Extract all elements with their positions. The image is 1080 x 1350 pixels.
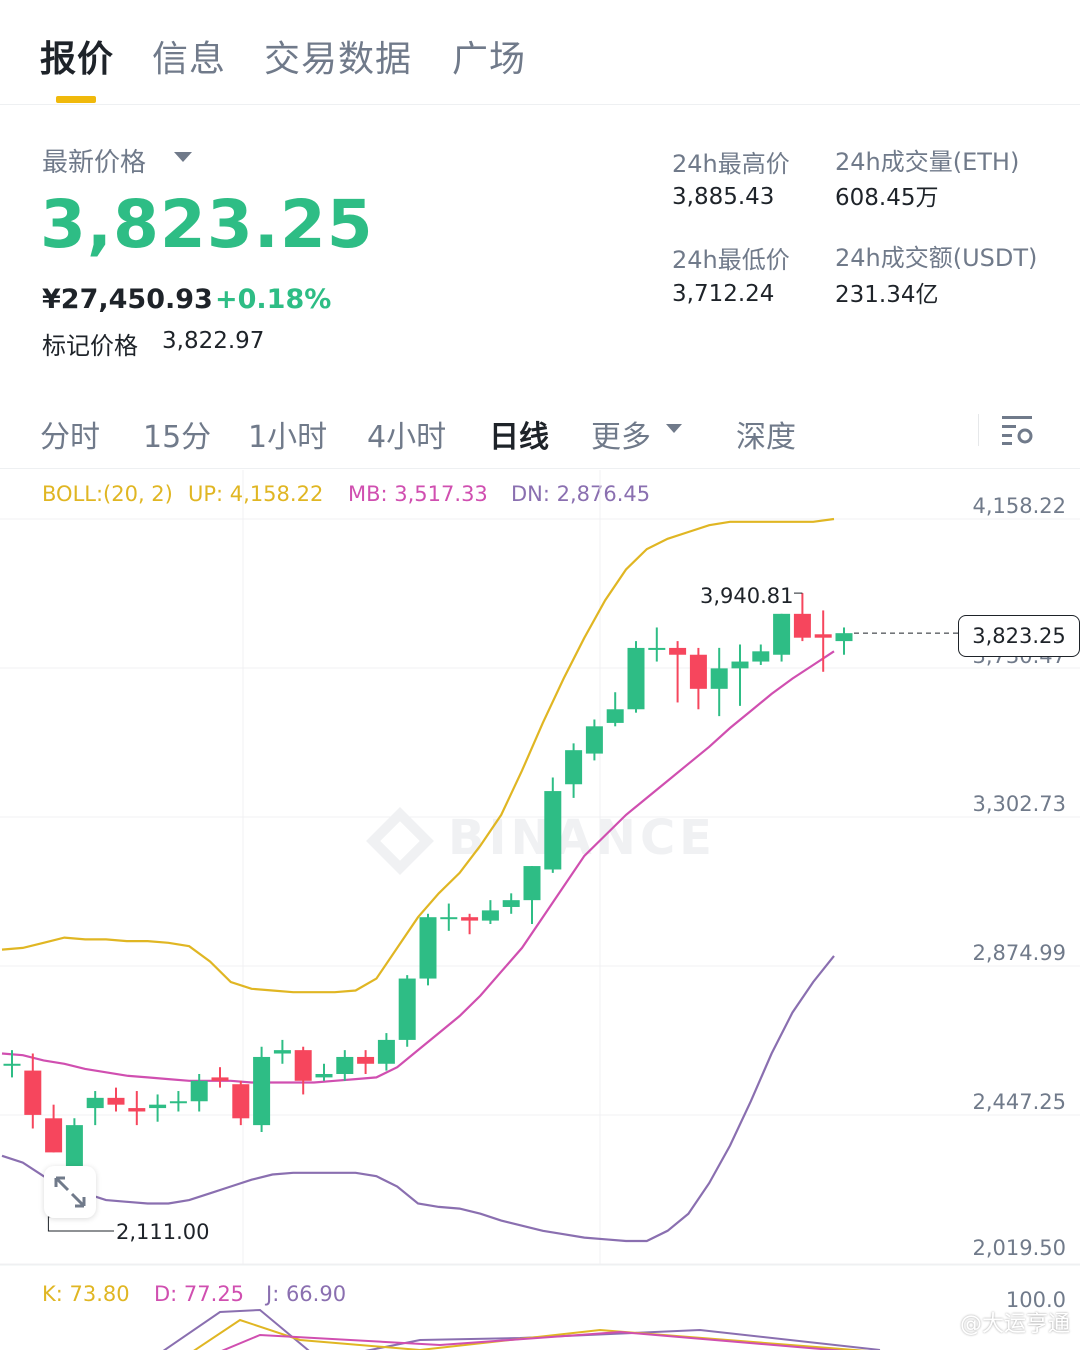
candle-body [814,634,832,638]
candle-body [440,917,458,920]
candle-body [357,1056,375,1064]
candle-body [149,1104,167,1109]
candle-body [752,651,770,662]
divider [978,414,979,446]
turnover-24h-label: 24h成交额(USDT) [835,244,1038,272]
price-axis-label: 2,447.25 [972,1090,1066,1114]
candle-body [232,1084,250,1119]
timeframe-line[interactable]: 分时 [40,420,100,455]
candle-body [710,668,728,689]
binance-watermark: BINANCE [366,807,716,875]
kdj-j-value: J: 66.90 [266,1282,347,1306]
tab-info[interactable]: 信息 [152,39,227,80]
boll-lower-line [1,955,835,1243]
kdj-j-line [162,1308,881,1350]
candle-body [669,647,687,655]
candle-body [377,1039,395,1064]
turnover-24h-value: 231.34亿 [835,282,939,308]
kdj-axis-label: 100.0 [1005,1288,1066,1312]
low-marker-label: 2,111.00 [116,1220,210,1244]
low-24h-value: 3,712.24 [672,281,775,307]
candle-body [502,900,520,907]
candle-body [419,917,437,979]
candle-body [773,613,791,655]
candle-body [211,1077,229,1081]
current-price-tag: 3,823.25 [958,615,1080,657]
author-credit: @大运亨通 [959,1312,1070,1337]
timeframe-4h[interactable]: 4小时 [367,420,447,455]
chevron-down-icon[interactable] [174,152,192,162]
candle-body [461,917,479,921]
high-marker-label: 3,940.81 [700,584,794,608]
high-24h-value: 3,885.43 [672,184,775,210]
candle-body [606,709,624,723]
candle-body [253,1056,271,1126]
candle-body [627,647,645,710]
candle-body [273,1050,291,1054]
candle-body [648,647,666,650]
candle-body [294,1050,312,1081]
price-axis-label: 2,019.50 [972,1236,1066,1260]
candle-body [835,633,853,642]
candle-body [585,726,603,754]
timeframe-15m[interactable]: 15分 [143,420,212,455]
low-24h-label: 24h最低价 [672,246,790,274]
candle-body [107,1097,125,1105]
volume-24h-value: 608.45万 [835,185,939,211]
tab-quote[interactable]: 报价 [40,39,115,80]
price-axis-label: 3,302.73 [972,792,1066,816]
chart-settings-icon[interactable] [1000,412,1036,448]
kdj-d-line [221,1330,845,1350]
latest-price-label[interactable]: 最新价格 [42,148,147,178]
boll-upper-line [1,517,835,994]
candle-body [731,661,749,669]
candle-body [523,866,541,901]
boll-dn-value: DN: 2,876.45 [511,482,651,506]
price-axis-label: 4,158.22 [972,494,1066,518]
expand-icon [54,1176,86,1208]
cny-price: ¥27,450.93 [42,284,213,315]
candle-body [565,750,583,785]
divider [0,468,1080,469]
candle-body [86,1097,104,1109]
timeframe-more[interactable]: 更多 [591,420,651,455]
boll-mb-value: MB: 3,517.33 [348,482,488,506]
fullscreen-button[interactable] [44,1166,96,1218]
candle-body [544,791,562,870]
price-axis-label: 2,874.99 [972,941,1066,965]
candle-body [190,1080,208,1102]
candle-body [3,1063,21,1066]
candle-body [793,613,811,638]
candlestick-chart[interactable] [0,470,1080,1350]
candle-body [481,910,499,921]
candle-body [689,654,707,689]
tab-square[interactable]: 广场 [452,39,527,80]
candle-body [24,1070,42,1115]
high-24h-label: 24h最高价 [672,150,790,178]
last-price: 3,823.25 [40,186,374,263]
top-tab-bar: 报价 信息 交易数据 广场 [0,0,1080,105]
candle-body [169,1101,187,1104]
more-chevron-down-icon[interactable] [666,424,682,433]
timeframe-depth[interactable]: 深度 [736,420,796,455]
candle-body [315,1073,333,1078]
mark-price-value: 3,822.97 [162,328,265,354]
boll-up-value: UP: 4,158.22 [188,482,324,506]
low-marker-leader [47,1216,114,1232]
candle-body [45,1118,63,1153]
kdj-d-value: D: 77.25 [154,1282,245,1306]
mark-price-label: 标记价格 [42,332,138,360]
candle-body [336,1056,354,1074]
price-change-percent: +0.18% [215,284,332,315]
boll-middle-line [1,650,835,1084]
timeframe-1d[interactable]: 日线 [489,420,549,455]
timeframe-1h[interactable]: 1小时 [248,420,328,455]
active-tab-indicator [56,96,96,103]
tab-trading-data[interactable]: 交易数据 [264,39,413,80]
candle-body [398,978,416,1040]
boll-params: BOLL:(20, 2) [42,482,173,506]
volume-24h-label: 24h成交量(ETH) [835,148,1020,176]
kdj-k-value: K: 73.80 [42,1282,130,1306]
candle-body [128,1108,146,1112]
